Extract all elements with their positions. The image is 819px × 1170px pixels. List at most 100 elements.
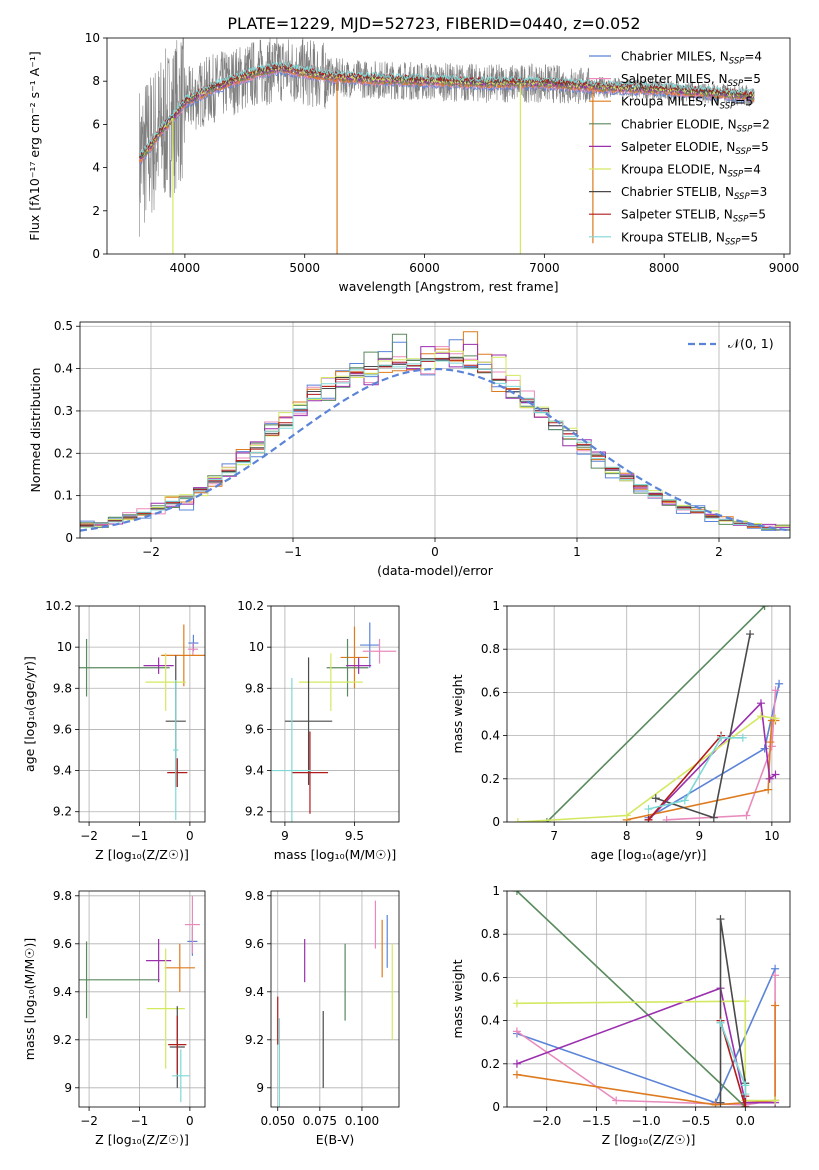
histogram-series (80, 343, 790, 538)
x-tick-label: −1 (131, 829, 149, 843)
y-tick-label: 10 (249, 640, 264, 654)
x-tick-label: 0 (431, 545, 439, 559)
legend-entry: Kroupa STELIB, NSSP=5 (621, 230, 758, 247)
x-tick-label: 9 (695, 829, 703, 843)
axes-frame (78, 605, 206, 823)
legend-sub: SSP (735, 147, 751, 157)
plot-area-age-weight (513, 606, 784, 822)
y-tick-label: 0.4 (54, 362, 73, 376)
panels: 4000 5000 6000 7000 8000 90000246810wavelengt… (22, 31, 800, 1147)
y-axis-label: mass [log₁₀(M/M☉)] (22, 938, 37, 1060)
y-tick-label: 9.8 (53, 681, 72, 695)
legend-label: Chabrier ELODIE, N (621, 117, 737, 131)
weight-marker (741, 1090, 750, 1099)
y-tick-label: 9.6 (53, 937, 72, 951)
weight-line (655, 633, 751, 819)
weight-line (516, 1000, 776, 1102)
grid-ebv-mass (271, 891, 399, 1107)
y-tick-label: 9.2 (53, 805, 72, 819)
weight-marker (622, 811, 631, 820)
legend-entry: Chabrier ELODIE, NSSP=2 (621, 117, 770, 134)
panel-residuals: −2 −1 0 1 2 0 0.1 0.2 0.3 0.4 0.5 (data-model)/erro… (28, 319, 791, 578)
x-axis-label: Z [log₁₀(Z/Z☉)] (602, 1132, 696, 1147)
y-tick-label: 9.2 (53, 1033, 72, 1047)
y-tick-label: 9.4 (245, 764, 264, 778)
weight-marker (738, 733, 747, 742)
x-tick-label: 9 (281, 829, 289, 843)
legend-label: Chabrier STELIB, N (621, 185, 734, 199)
legend-n: =5 (741, 230, 759, 244)
y-tick-label: 9.8 (245, 889, 264, 903)
weight-marker (512, 1070, 521, 1079)
weight-marker (711, 1100, 720, 1107)
axes-frame (78, 890, 206, 1108)
legend-entry: Kroupa ELODIE, NSSP=4 (621, 163, 761, 180)
y-tick-label: 0 (92, 247, 100, 261)
legend-sub: SSP (737, 124, 753, 134)
weight-marker (760, 744, 769, 753)
y-tick-label: 0 (492, 815, 500, 829)
weight-line (647, 701, 776, 821)
weight-marker (771, 686, 780, 695)
weight-line (517, 715, 776, 822)
x-tick-label: 0 (186, 1114, 194, 1128)
x-tick-label: 0.0 (736, 1114, 755, 1128)
weight-marker (767, 742, 776, 751)
y-tick-label: 0.4 (481, 729, 500, 743)
y-tick-label: 10 (85, 31, 100, 45)
weight-line (546, 606, 766, 822)
x-tick-label: 4000 (170, 261, 201, 275)
y-tick-label: 9 (256, 1081, 264, 1095)
axes-frame (79, 321, 791, 539)
y-tick-label: 9.4 (53, 985, 72, 999)
x-tick-label: 0.050 (261, 1114, 295, 1128)
legend-label: Salpeter MILES, N (621, 72, 728, 86)
weight-marker (771, 971, 780, 980)
legend-label: Chabrier MILES, N (621, 50, 729, 64)
x-tick-label: 9.5 (345, 829, 364, 843)
y-tick-label: 0.8 (481, 642, 500, 656)
panel-z-age: −2 −1 0 9.2 9.4 9.6 9.8 10 10.2 Z [log₁₀(Z/Z☉)] ag… (22, 599, 206, 862)
legend-sub: SSP (728, 170, 744, 180)
y-tick-label: 0.1 (54, 489, 73, 503)
weight-marker (771, 1096, 780, 1105)
plot-area-z-age (79, 624, 205, 820)
y-tick-label: 9.6 (53, 722, 72, 736)
axes-frame (270, 605, 400, 823)
observed-spectrum (139, 38, 755, 237)
x-tick-label: 10 (764, 829, 779, 843)
x-tick-label: −2 (142, 545, 160, 559)
x-tick-label: 7000 (529, 261, 560, 275)
panel-age-weight: 7 8 9 10 0 0.2 0.4 0.6 0.8 1 age [log₁₀(age/yr)] ma… (450, 599, 791, 862)
legend-n: =3 (750, 185, 768, 199)
weight-marker (766, 738, 775, 747)
weight-marker (765, 774, 774, 783)
x-tick-label: 2 (715, 545, 723, 559)
y-tick-label: 1 (492, 599, 500, 613)
axes-frame (270, 890, 400, 1108)
y-axis-label: mass weight (450, 959, 465, 1038)
y-axis-label: mass weight (450, 674, 465, 753)
weight-marker (741, 1103, 750, 1107)
histogram-series (80, 359, 790, 538)
weight-marker (760, 606, 769, 610)
grid-z-mass (79, 891, 205, 1107)
legend-sub: SSP (725, 237, 741, 247)
y-tick-label: 0 (65, 531, 73, 545)
x-tick-label: −2.0 (532, 1114, 561, 1128)
x-axis-label: wavelength [Angstrom, rest frame] (338, 279, 558, 294)
y-tick-label: 0 (492, 1100, 500, 1114)
y-tick-label: 9.2 (245, 1033, 264, 1047)
legend-label: Kroupa STELIB, N (621, 230, 725, 244)
grid-z-weight (507, 890, 790, 1108)
axes-frame (106, 37, 791, 255)
legend-label: Salpeter ELODIE, N (621, 140, 735, 154)
x-tick-label: 9000 (769, 261, 800, 275)
x-tick-label: −1 (284, 545, 302, 559)
x-tick-label: −0.5 (681, 1114, 710, 1128)
legend-sub: SSP (733, 215, 749, 225)
y-tick-label: 2 (92, 204, 100, 218)
axes-z-weight: −2.0 −1.5 −1.0 −0.5 0.0 0 0.2 0.4 0.6 0.8 1 Z [log₁… (450, 884, 791, 1147)
y-tick-label: 9.6 (245, 722, 264, 736)
